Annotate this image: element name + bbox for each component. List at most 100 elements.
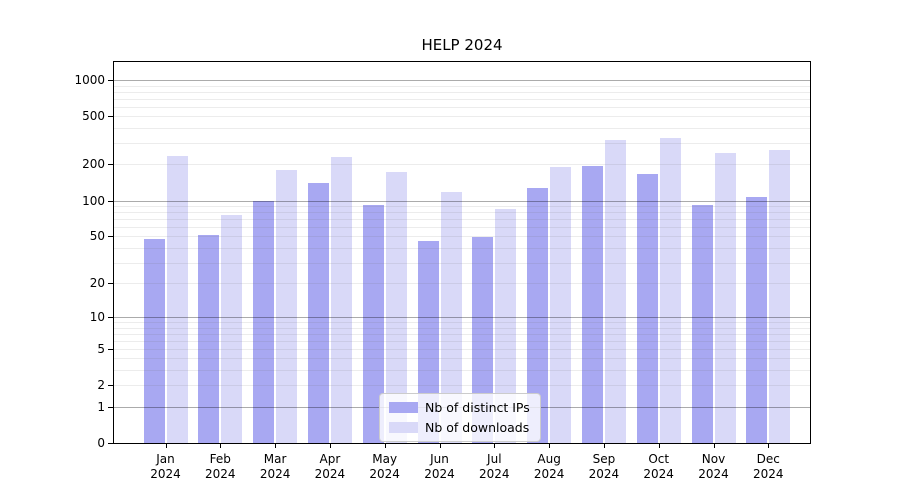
y-tick-mark [108,317,113,318]
y-tick-label-500: 500 [82,109,105,124]
bar-distinct-ips-jan [143,238,165,443]
bar-distinct-ips-mar [253,200,275,443]
minor-gridline [114,91,810,93]
y-tick-label-1000: 1000 [74,72,105,87]
minor-gridline [114,327,810,329]
x-tick-mark [329,444,331,448]
plot-area [113,61,811,444]
y-tick-mark [108,200,113,202]
minor-gridline [114,206,810,207]
bar-distinct-ips-sep [581,166,603,443]
bar-distinct-ips-apr [307,182,329,443]
bar-downloads-jun [440,191,462,443]
minor-gridline [114,164,810,166]
legend-row-downloads: Nb of downloads [389,420,530,435]
legend-row-distinct-ips: Nb of distinct IPs [389,400,530,415]
y-tick-label-100: 100 [82,193,105,208]
bar-downloads-oct [659,137,681,443]
legend-swatch-distinct-ips-icon [389,402,418,413]
y-tick-label-20: 20 [89,276,105,290]
y-tick-mark [108,164,113,166]
minor-gridline [114,219,810,220]
major-gridline [114,317,810,318]
y-tick-label-10: 10 [89,310,105,324]
y-tick-mark [108,116,113,118]
x-tick-mark [165,444,167,448]
x-tick-label-oct: Oct 2024 [643,452,674,481]
minor-gridline [114,370,810,372]
bar-downloads-nov [714,152,736,443]
y-tick-mark [108,348,113,350]
x-tick-mark [220,444,222,448]
y-tick-mark [108,385,113,387]
bar-downloads-dec [769,149,791,443]
major-gridline [114,79,810,81]
bar-distinct-ips-oct [636,173,658,443]
bar-distinct-ips-may [362,204,384,443]
x-tick-mark [494,444,496,448]
minor-gridline [114,322,810,323]
x-tick-mark [713,444,715,448]
y-tick-label-2: 2 [97,378,105,393]
legend: Nb of distinct IPs Nb of downloads [379,393,541,442]
x-tick-label-nov: Nov 2024 [698,452,729,481]
y-tick-label-200: 200 [82,157,105,172]
minor-gridline [114,106,810,108]
bar-distinct-ips-nov [691,205,713,443]
x-tick-mark [439,444,441,448]
x-tick-mark [768,444,770,448]
x-tick-label-feb: Feb 2024 [205,452,236,481]
y-tick-label-0: 0 [97,436,105,450]
minor-gridline [114,333,810,335]
x-tick-label-jun: Jun 2024 [424,452,455,481]
x-tick-mark [384,444,386,448]
x-tick-mark [275,444,277,448]
plot-inner [114,62,810,443]
x-tick-mark [549,444,551,448]
minor-gridline [114,385,810,387]
x-tick-label-aug: Aug 2024 [533,452,565,481]
x-tick-label-may: May 2024 [369,452,400,481]
minor-gridline [114,236,810,238]
y-tick-mark [108,406,113,408]
minor-gridline [114,262,810,264]
bar-distinct-ips-aug [527,188,549,443]
bar-downloads-sep [604,139,626,443]
chart-title: HELP 2024 [421,36,503,54]
bar-downloads-mar [276,169,298,443]
x-tick-label-jul: Jul 2024 [479,452,510,481]
y-tick-mark [108,236,113,238]
major-gridline [114,200,810,202]
y-tick-label-50: 50 [89,229,105,244]
bar-distinct-ips-feb [198,235,220,443]
minor-gridline [114,143,810,145]
y-tick-label-1: 1 [97,399,105,414]
x-tick-mark [603,444,605,448]
y-tick-mark [108,443,113,444]
y-tick-mark [108,79,113,81]
minor-gridline [114,85,810,87]
bar-distinct-ips-jun [417,240,439,443]
legend-swatch-downloads-icon [389,422,418,433]
minor-gridline [114,116,810,118]
minor-gridline [114,247,810,249]
bar-downloads-jul [495,208,517,443]
bar-distinct-ips-dec [746,196,768,443]
x-tick-label-apr: Apr 2024 [314,452,346,481]
minor-gridline [114,358,810,360]
minor-gridline [114,128,810,129]
x-tick-label-dec: Dec 2024 [753,452,784,481]
minor-gridline [114,212,810,214]
bar-downloads-feb [221,215,243,443]
minor-gridline [114,283,810,284]
bar-downloads-jan [166,155,188,443]
bar-distinct-ips-jul [472,237,494,443]
x-tick-label-jan: Jan 2024 [150,452,181,481]
legend-label-distinct-ips: Nb of distinct IPs [425,400,530,415]
y-tick-mark [108,283,113,284]
minor-gridline [114,340,810,342]
x-tick-mark [658,444,660,448]
bar-downloads-may [385,172,407,443]
x-tick-label-sep: Sep 2024 [588,452,620,481]
